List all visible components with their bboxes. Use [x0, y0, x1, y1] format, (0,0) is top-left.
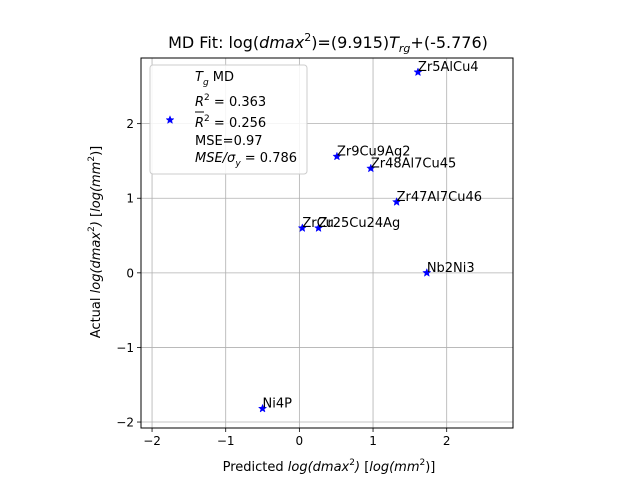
- point-label: Ni4P: [263, 397, 293, 412]
- legend-mse-sigma: MSE/σy = 0.786: [195, 151, 297, 169]
- y-axis-label: Actual log(dmax2) [log(mm2)]: [87, 146, 104, 338]
- data-points: [257, 67, 432, 413]
- x-tick-label: 0: [296, 434, 304, 448]
- chart-title: MD Fit: log(dmax2)=(9.915)Trg+(-5.776): [168, 31, 488, 55]
- data-point-star: [391, 197, 402, 206]
- data-point-star: [413, 67, 423, 77]
- data-point-star: [313, 223, 324, 233]
- legend-mse: MSE=0.97: [195, 134, 263, 149]
- y-tick-label: −1: [116, 341, 134, 355]
- point-label: Zr48Al7Cu45: [371, 156, 456, 171]
- point-label: Nb2Ni3: [427, 261, 475, 276]
- legend-r2: R2 = 0.363: [195, 93, 266, 110]
- plot-frame: [140, 57, 514, 429]
- legend-box: [149, 64, 308, 175]
- point-label: ZrCu: [302, 216, 334, 231]
- point-label: Zr5AlCu4: [418, 60, 479, 75]
- data-point-star: [422, 267, 432, 277]
- legend-marker-star: [165, 115, 175, 124]
- legend: Tg MD R2 = 0.363 R2 = 0.256 MSE=0.97 MSE…: [149, 64, 308, 175]
- data-point-star: [297, 223, 307, 233]
- data-point-star: [332, 151, 342, 161]
- data-point-star: [257, 403, 268, 413]
- y-tick-label: 2: [126, 117, 134, 131]
- x-axis-label: Predicted log(dmax2) [log(mm2)]: [223, 458, 436, 475]
- axis-ticks: −2 −1 0 1 2 −2 −1 0 1 2: [116, 117, 450, 448]
- data-point-star: [366, 163, 376, 173]
- x-tick-label: 2: [443, 434, 451, 448]
- x-tick-label: −1: [217, 434, 235, 448]
- legend-r2-adjusted: R2 = 0.256: [195, 114, 266, 131]
- point-label: Zr47Al7Cu46: [397, 190, 482, 205]
- y-tick-label: −2: [116, 416, 134, 430]
- point-label: Zr25Cu24Ag: [319, 216, 401, 231]
- y-tick-label: 0: [126, 266, 134, 280]
- legend-series-label: Tg MD: [195, 70, 234, 88]
- point-label: Zr9Cu9Ag2: [337, 144, 411, 159]
- x-tick-label: −2: [143, 434, 161, 448]
- x-tick-label: 1: [369, 434, 377, 448]
- y-tick-label: 1: [126, 192, 134, 206]
